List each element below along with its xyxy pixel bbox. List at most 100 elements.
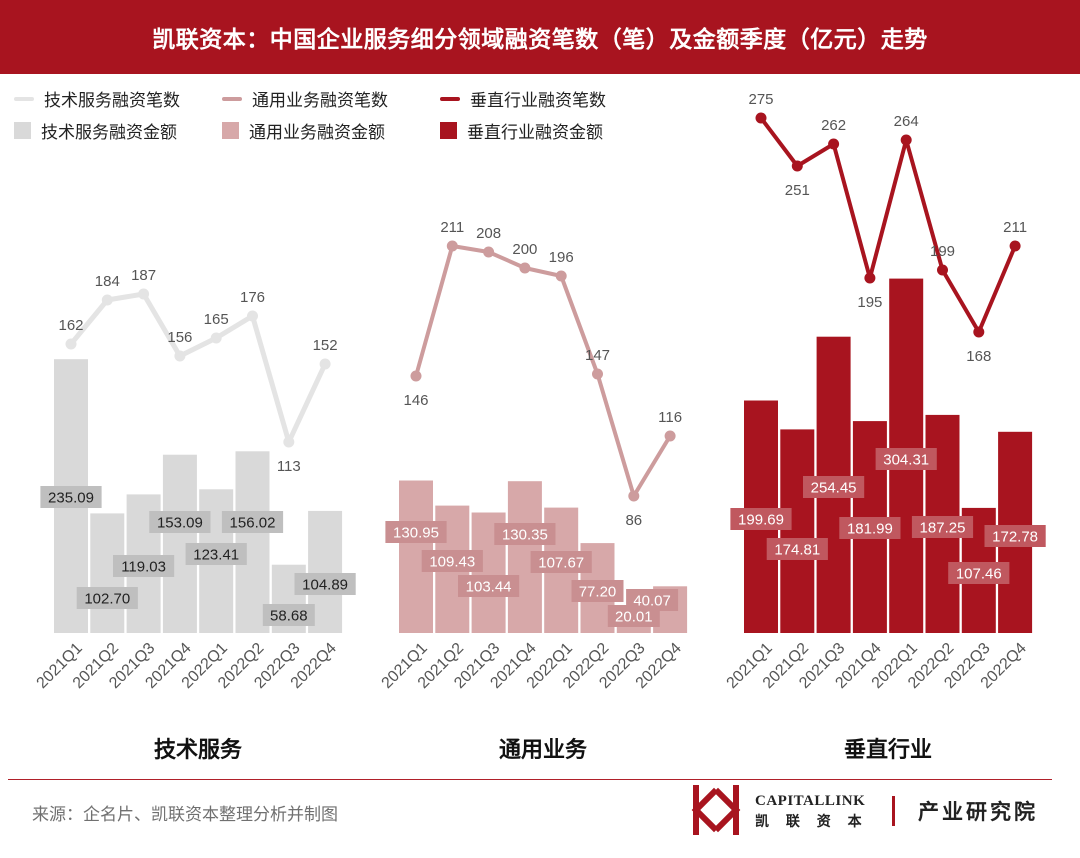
line-point bbox=[283, 436, 295, 448]
bar-value-label: 40.07 bbox=[633, 593, 671, 610]
legend-label: 通用业务融资金额 bbox=[249, 123, 385, 143]
line-point bbox=[138, 288, 150, 300]
panel-title: 垂直行业 bbox=[844, 737, 932, 763]
bar-label-bg bbox=[530, 551, 592, 573]
institute-label: 产业研究院 bbox=[918, 799, 1038, 824]
legend-line-tech: 技术服务融资笔数 bbox=[14, 86, 180, 111]
chart-title: 凯联资本：中国企业服务细分领域融资笔数（笔）及金额季度（亿元）走势 bbox=[152, 27, 928, 53]
bar-value-label: 103.44 bbox=[466, 579, 512, 596]
line-value-label: 262 bbox=[821, 117, 846, 134]
bar-value-label: 104.89 bbox=[302, 577, 348, 594]
bar-value-label: 20.01 bbox=[615, 609, 653, 626]
bar-value-label: 172.78 bbox=[992, 529, 1038, 546]
line-value-label: 156 bbox=[167, 329, 192, 346]
legend-label: 垂直行业融资金额 bbox=[467, 123, 603, 143]
bar-label-bg bbox=[948, 562, 1010, 584]
line-value-label: 199 bbox=[930, 243, 955, 260]
line-point bbox=[101, 294, 113, 306]
line-value-label: 275 bbox=[748, 91, 773, 108]
bar-2021Q2 bbox=[780, 429, 815, 633]
line-value-label: 195 bbox=[857, 294, 882, 311]
logo-text-en: CAPITALLINK bbox=[755, 793, 866, 809]
bar-label-bg bbox=[262, 604, 315, 626]
line-point bbox=[483, 246, 495, 258]
bar-label-bg bbox=[385, 521, 447, 543]
panel-title: 技术服务 bbox=[154, 738, 243, 763]
line-value-label: 196 bbox=[549, 249, 574, 266]
line-point bbox=[519, 262, 531, 274]
count-line bbox=[759, 116, 1018, 334]
bar-value-label: 187.25 bbox=[920, 520, 966, 537]
line-value-label: 251 bbox=[785, 182, 810, 199]
legend-bar-general: 通用业务融资金额 bbox=[222, 118, 385, 143]
legend-label: 通用业务融资笔数 bbox=[252, 91, 388, 111]
bar-label-bg bbox=[76, 587, 138, 609]
bar-label-bg bbox=[40, 486, 102, 508]
bar-value-label: 199.69 bbox=[738, 512, 784, 529]
count-line bbox=[414, 244, 673, 498]
line-value-label: 200 bbox=[512, 241, 537, 258]
bar-label-bg bbox=[421, 550, 483, 572]
bar-label-bg bbox=[730, 508, 792, 530]
legend-box-swatch-general bbox=[222, 122, 239, 139]
legend-box-swatch-vertical bbox=[440, 122, 457, 139]
bar-label-bg bbox=[911, 516, 974, 538]
bar-value-label: 181.99 bbox=[847, 521, 893, 538]
capitallink-logo-icon bbox=[688, 782, 744, 838]
bar-value-label: 156.02 bbox=[230, 515, 276, 532]
line-point bbox=[864, 272, 876, 284]
bar-label-bg bbox=[984, 525, 1046, 547]
legend-line-swatch-vertical bbox=[440, 96, 460, 101]
line-value-label: 165 bbox=[204, 311, 229, 328]
line-point bbox=[446, 240, 458, 252]
legend-label: 垂直行业融资笔数 bbox=[470, 91, 606, 111]
bar-value-label: 153.09 bbox=[157, 515, 203, 532]
bar-value-label: 119.03 bbox=[121, 559, 166, 576]
line-point bbox=[210, 332, 222, 344]
legend-line-swatch-tech bbox=[14, 96, 34, 101]
bar-value-label: 102.70 bbox=[84, 591, 130, 608]
line-value-label: 147 bbox=[585, 347, 610, 364]
line-value-label: 113 bbox=[277, 458, 301, 475]
legend-bar-tech: 技术服务融资金额 bbox=[14, 118, 177, 143]
bar-value-label: 107.46 bbox=[956, 566, 1002, 583]
logo-text-cn: 凯 联 资 本 bbox=[755, 814, 868, 830]
footer-divider bbox=[8, 779, 1052, 780]
bar-label-bg bbox=[185, 543, 247, 565]
line-point bbox=[174, 350, 186, 362]
bar-label-bg bbox=[149, 511, 211, 533]
legend-box-swatch-tech bbox=[14, 122, 31, 139]
bar-label-bg bbox=[626, 589, 679, 611]
line-point bbox=[1009, 240, 1021, 252]
panel-title: 通用业务 bbox=[499, 738, 588, 763]
chart-title-banner: 凯联资本：中国企业服务细分领域融资笔数（笔）及金额季度（亿元）走势 bbox=[0, 0, 1080, 74]
legend-bar-vertical: 垂直行业融资金额 bbox=[440, 118, 603, 143]
bar-value-label: 304.31 bbox=[883, 452, 929, 469]
bar-label-bg bbox=[294, 573, 356, 595]
line-point bbox=[937, 264, 948, 276]
line-point bbox=[755, 112, 767, 124]
source-note: 来源：企名片、凯联资本整理分析并制图 bbox=[32, 805, 338, 825]
bar-value-label: 123.41 bbox=[193, 547, 239, 564]
line-value-label: 264 bbox=[894, 113, 919, 130]
bar-value-label: 235.09 bbox=[48, 490, 94, 507]
bar-value-label: 58.68 bbox=[270, 608, 308, 625]
line-point bbox=[319, 358, 331, 370]
line-point bbox=[247, 310, 258, 322]
line-value-label: 168 bbox=[966, 348, 991, 365]
bar-2022Q2 bbox=[235, 451, 270, 633]
bar-label-bg bbox=[803, 476, 865, 498]
bar-label-bg bbox=[113, 555, 175, 577]
legend-line-general: 通用业务融资笔数 bbox=[222, 86, 388, 111]
line-point bbox=[592, 368, 603, 380]
line-point bbox=[900, 134, 912, 146]
line-point bbox=[65, 338, 77, 350]
line-point bbox=[791, 160, 803, 172]
line-point bbox=[628, 490, 640, 502]
legend-label: 技术服务融资金额 bbox=[41, 123, 177, 143]
legend-line-vertical: 垂直行业融资笔数 bbox=[440, 86, 606, 111]
line-value-label: 211 bbox=[440, 219, 464, 236]
bar-label-bg bbox=[839, 517, 901, 539]
bar-label-bg bbox=[494, 523, 556, 545]
logo-separator bbox=[892, 796, 895, 826]
